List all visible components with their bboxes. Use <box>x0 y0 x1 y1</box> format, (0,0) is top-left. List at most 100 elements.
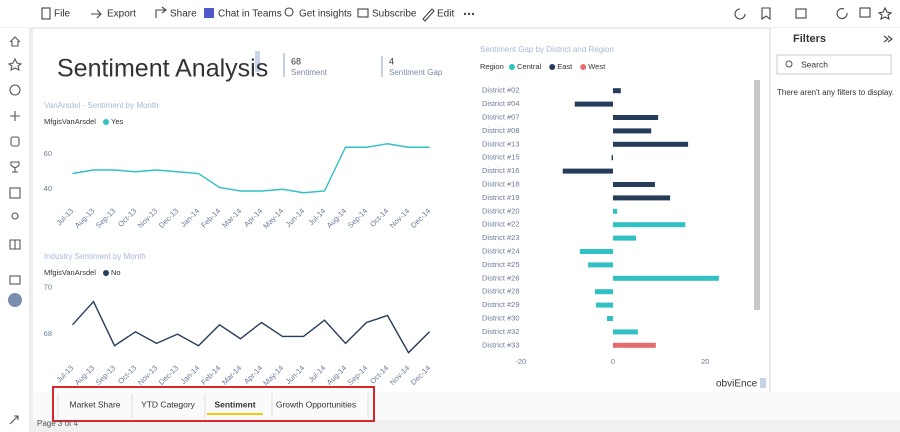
legend-marker <box>103 270 109 276</box>
nav-bar <box>0 28 30 432</box>
comment-icon[interactable] <box>859 7 871 18</box>
title-accent <box>255 51 260 72</box>
legend-label: Yes <box>111 117 123 126</box>
category-label: District #28 <box>482 287 520 296</box>
legend-label: Central <box>517 62 542 71</box>
toolbar-button[interactable]: Chat in Teams <box>218 9 282 20</box>
page-tab[interactable]: Growth Opportunities <box>276 399 356 409</box>
bar <box>606 316 613 321</box>
category-label: District #16 <box>482 166 520 175</box>
legend-marker <box>103 119 109 125</box>
category-label: District #22 <box>482 220 520 229</box>
report-canvas <box>33 29 769 392</box>
bar <box>612 141 689 147</box>
bar <box>612 195 671 201</box>
nav-icons <box>7 36 23 425</box>
category-label: District #30 <box>482 313 520 322</box>
filters-title: Filters <box>793 33 826 45</box>
category-label: District #32 <box>482 327 520 336</box>
create-icon[interactable] <box>10 111 20 121</box>
toolbar-button[interactable]: Get insights <box>299 9 352 20</box>
datahub-icon[interactable] <box>10 136 20 147</box>
chart-title: VanArsdel - Sentiment by Month <box>44 101 159 110</box>
brand-accent <box>760 378 766 388</box>
goals-icon[interactable] <box>10 161 20 173</box>
toolbar-button[interactable]: Subscribe <box>372 9 417 20</box>
toolbar-button[interactable]: Export <box>107 9 136 20</box>
account-icon[interactable] <box>8 293 22 307</box>
category-label: District #25 <box>482 260 520 269</box>
share-icon <box>155 6 167 18</box>
bar <box>612 115 659 120</box>
bar <box>612 182 655 187</box>
line-series <box>71 300 430 354</box>
subscribe-icon <box>357 8 369 18</box>
toolbar-icons <box>41 6 893 43</box>
bar <box>612 222 686 228</box>
bar <box>579 249 613 254</box>
category-label: District #13 <box>482 139 520 148</box>
brand: obviEnce <box>716 379 758 390</box>
legend-title: MfgisVanArsdel <box>44 117 96 126</box>
refresh-icon[interactable] <box>836 8 848 20</box>
bar <box>611 155 613 161</box>
bar <box>595 289 613 295</box>
legend-marker <box>580 64 587 70</box>
legend-label: East <box>557 62 573 71</box>
search-placeholder[interactable]: Search <box>801 59 828 69</box>
expand-icon[interactable] <box>9 415 19 425</box>
workspaces-icon[interactable] <box>9 239 21 250</box>
category-label: District #33 <box>482 340 520 349</box>
category-label: District #04 <box>482 99 520 108</box>
page-tab[interactable]: YTD Category <box>141 399 196 409</box>
legend-label: No <box>111 268 121 277</box>
more-icon[interactable] <box>463 12 475 16</box>
bookmark-icon[interactable] <box>761 7 771 21</box>
edit-icon <box>422 8 435 22</box>
favorites-icon[interactable] <box>7 57 23 72</box>
scrollbar[interactable] <box>754 80 760 310</box>
page-tab[interactable]: Sentiment <box>214 399 255 409</box>
view-icon[interactable] <box>795 8 807 19</box>
kpi-label: Sentiment <box>291 68 328 77</box>
chart-title: Sentiment Gap by District and Region <box>480 45 614 54</box>
insights-icon <box>284 7 294 17</box>
category-label: District #02 <box>482 86 520 95</box>
search-box[interactable] <box>776 54 892 75</box>
page-tab[interactable]: Market Share <box>69 399 120 409</box>
category-label: District #29 <box>482 300 520 309</box>
learn-icon[interactable] <box>11 212 19 220</box>
workspace-icon[interactable] <box>9 275 21 285</box>
bar <box>612 235 637 241</box>
category-label: District #08 <box>482 126 520 135</box>
home-icon[interactable] <box>9 36 21 47</box>
report-title: Sentiment Analysis <box>57 55 268 83</box>
legend-marker <box>509 64 515 70</box>
apps-icon[interactable] <box>9 187 21 199</box>
x-tick-label: 0 <box>611 357 615 366</box>
line-series <box>72 143 430 194</box>
bar <box>612 275 719 281</box>
chart-title: Industry Sentiment by Month <box>44 252 146 261</box>
toolbar-button[interactable]: File <box>54 9 71 20</box>
bar <box>612 88 621 94</box>
toolbar-button[interactable]: Edit <box>437 9 454 20</box>
filters-empty: There aren't any filters to display. <box>777 88 894 97</box>
bar <box>562 168 613 174</box>
kpi-value: 68 <box>291 56 301 66</box>
favorite-icon[interactable] <box>877 6 893 21</box>
category-label: District #26 <box>482 273 520 282</box>
category-label: District #23 <box>482 233 520 242</box>
recent-icon[interactable] <box>9 84 21 96</box>
collapse-filters[interactable] <box>883 35 893 43</box>
filters-pane <box>770 28 900 394</box>
x-tick-label: 20 <box>701 357 709 366</box>
bar <box>612 128 652 134</box>
reset-icon[interactable] <box>734 8 746 20</box>
toolbar-button[interactable]: Share <box>170 9 197 20</box>
category-label: District #20 <box>482 206 520 215</box>
y-tick-label: 40 <box>44 184 52 193</box>
legend-label: West <box>588 62 606 71</box>
